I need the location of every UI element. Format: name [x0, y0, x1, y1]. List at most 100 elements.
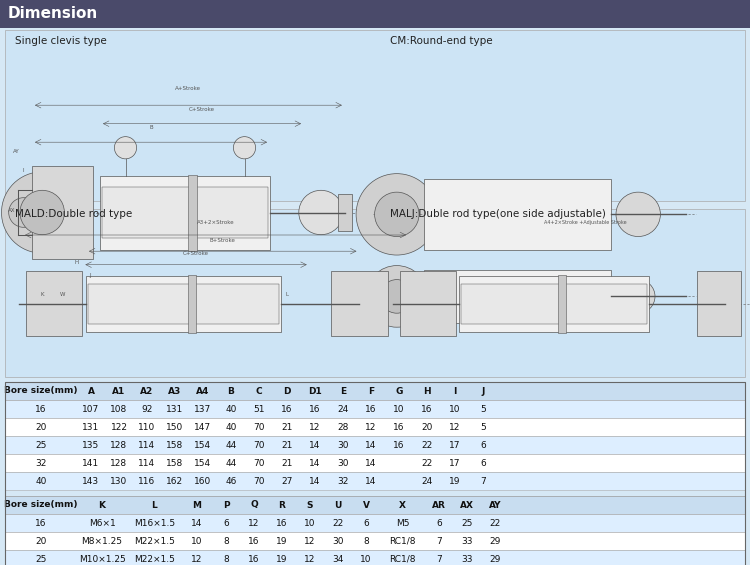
Text: 16: 16 — [422, 405, 433, 414]
Text: 7: 7 — [436, 537, 442, 545]
Text: 131: 131 — [82, 423, 100, 432]
Text: 16: 16 — [281, 405, 292, 414]
Text: 30: 30 — [338, 459, 349, 467]
Bar — [26, 271, 82, 336]
Text: 16: 16 — [35, 519, 46, 528]
Text: 22: 22 — [332, 519, 344, 528]
Text: D: D — [284, 386, 291, 396]
Bar — [86, 276, 281, 332]
Text: 19: 19 — [276, 537, 288, 545]
Text: 20: 20 — [35, 537, 46, 545]
Text: 7: 7 — [480, 476, 486, 485]
Bar — [424, 179, 611, 250]
Bar — [5, 496, 745, 514]
Text: 5: 5 — [480, 423, 486, 432]
Text: 14: 14 — [309, 476, 321, 485]
Text: 16: 16 — [365, 405, 376, 414]
Text: 29: 29 — [489, 537, 501, 545]
Text: H: H — [74, 260, 78, 266]
Text: 34: 34 — [332, 554, 344, 563]
Text: Single clevis type: Single clevis type — [15, 36, 106, 46]
Text: B+Stroke: B+Stroke — [210, 238, 236, 243]
Text: 12: 12 — [449, 423, 460, 432]
Text: 70: 70 — [254, 476, 265, 485]
Text: A3: A3 — [168, 386, 182, 396]
Text: 22: 22 — [422, 441, 433, 450]
Circle shape — [298, 190, 344, 234]
FancyBboxPatch shape — [5, 209, 745, 377]
Text: RC1/8: RC1/8 — [389, 554, 416, 563]
Bar — [5, 514, 745, 532]
Text: 122: 122 — [110, 423, 128, 432]
Text: M22×1.5: M22×1.5 — [134, 537, 175, 545]
Text: AY: AY — [489, 501, 501, 510]
Text: 7: 7 — [436, 554, 442, 563]
Text: 20: 20 — [422, 423, 433, 432]
Bar — [338, 194, 352, 231]
Circle shape — [20, 190, 64, 234]
Text: C+Stroke: C+Stroke — [183, 251, 209, 257]
Text: M16×1.5: M16×1.5 — [134, 519, 175, 528]
Text: 16: 16 — [35, 405, 46, 414]
Text: 141: 141 — [82, 459, 100, 467]
Text: 29: 29 — [489, 554, 501, 563]
Text: B: B — [227, 386, 235, 396]
Bar — [32, 166, 93, 259]
Text: X: X — [399, 501, 406, 510]
Text: I: I — [22, 168, 24, 173]
Text: 16: 16 — [276, 519, 288, 528]
Text: B: B — [149, 125, 153, 131]
Text: G: G — [395, 386, 403, 396]
Text: 8: 8 — [224, 537, 229, 545]
Text: J: J — [89, 273, 91, 278]
Text: 12: 12 — [365, 423, 376, 432]
Text: CM:Round-end type: CM:Round-end type — [390, 36, 493, 46]
Bar — [5, 382, 745, 565]
Text: A4+2×Stroke +Adjustable Stroke: A4+2×Stroke +Adjustable Stroke — [544, 220, 626, 225]
Bar — [5, 382, 745, 400]
Text: V: V — [362, 501, 370, 510]
Text: 33: 33 — [461, 554, 472, 563]
Text: 16: 16 — [309, 405, 321, 414]
Bar — [102, 186, 268, 238]
Text: 70: 70 — [254, 459, 265, 467]
Text: 24: 24 — [422, 476, 433, 485]
Text: M: M — [193, 501, 202, 510]
Text: 10: 10 — [393, 405, 405, 414]
Bar — [188, 275, 196, 333]
Text: 33: 33 — [461, 537, 472, 545]
Text: 92: 92 — [141, 405, 153, 414]
Text: 114: 114 — [139, 441, 155, 450]
Text: 24: 24 — [338, 405, 349, 414]
Text: 32: 32 — [338, 476, 349, 485]
Text: M10×1.25: M10×1.25 — [79, 554, 125, 563]
Text: 22: 22 — [422, 459, 433, 467]
Text: 17: 17 — [449, 441, 460, 450]
Text: 114: 114 — [139, 459, 155, 467]
Text: C+Stroke: C+Stroke — [189, 107, 215, 112]
Text: Dimension: Dimension — [8, 7, 98, 21]
Bar — [461, 284, 646, 324]
Text: 10: 10 — [304, 519, 316, 528]
Text: 22: 22 — [489, 519, 501, 528]
Text: K: K — [40, 292, 44, 297]
Text: 21: 21 — [281, 441, 292, 450]
Text: A1: A1 — [112, 386, 125, 396]
Text: 6: 6 — [480, 441, 486, 450]
Circle shape — [2, 172, 83, 253]
Text: RC1/8: RC1/8 — [389, 537, 416, 545]
Bar — [5, 472, 745, 490]
Text: 44: 44 — [225, 459, 237, 467]
Text: MALJ:Duble rod type(one side adjustable): MALJ:Duble rod type(one side adjustable) — [390, 209, 606, 219]
Text: M8×1.25: M8×1.25 — [82, 537, 122, 545]
Circle shape — [380, 280, 413, 313]
Text: 28: 28 — [338, 423, 349, 432]
Text: 40: 40 — [225, 423, 237, 432]
Text: 25: 25 — [35, 441, 46, 450]
Text: I: I — [453, 386, 457, 396]
Text: P: P — [223, 501, 230, 510]
Text: 128: 128 — [110, 441, 128, 450]
Text: 19: 19 — [276, 554, 288, 563]
Text: A2: A2 — [140, 386, 154, 396]
Text: 14: 14 — [309, 459, 321, 467]
